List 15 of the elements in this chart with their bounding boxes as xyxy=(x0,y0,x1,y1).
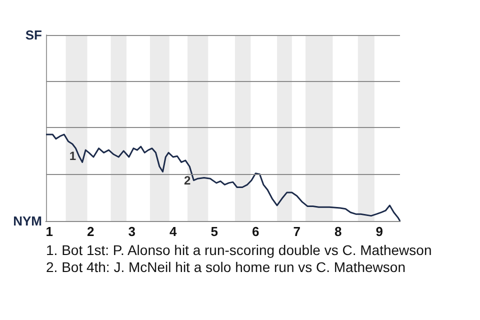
x-tick-label: 8 xyxy=(334,224,342,239)
annotation: 2 xyxy=(184,173,192,188)
text: 2. Bot 4th: J. McNeil hit a solo home run vs C. Mathewson xyxy=(46,259,406,275)
x-tick-label: 9 xyxy=(376,224,383,239)
ref-line-label: NYM xyxy=(13,214,42,228)
x-tick-label: 5 xyxy=(210,224,218,239)
annotation: 1 xyxy=(69,149,76,164)
text: 1. Bot 1st: P. Alonso hit a run-scoring double vs C. Mathewson xyxy=(46,242,432,258)
x-tick-label: 6 xyxy=(252,224,260,239)
x-tick-label: 4 xyxy=(169,224,178,239)
x-tick-label: 3 xyxy=(128,224,136,239)
x-tick-label: 2 xyxy=(86,224,94,239)
ref-line-label: SF xyxy=(25,28,42,42)
x-tick-label: 1 xyxy=(46,224,53,239)
x-tick-label: 7 xyxy=(293,224,300,239)
